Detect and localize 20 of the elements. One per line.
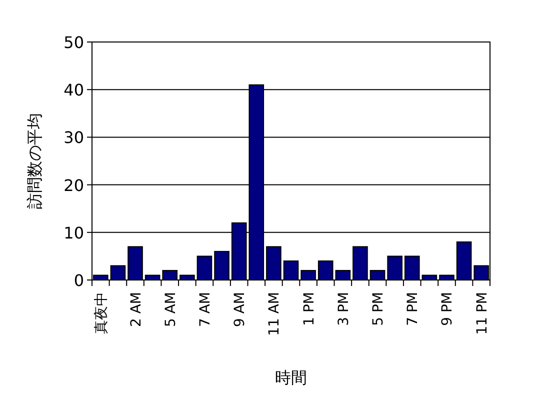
x-tick-label: 7 PM (405, 292, 422, 326)
x-tick-label: 1 PM (301, 292, 318, 326)
x-tick-label: 11 AM (266, 292, 283, 336)
x-axis-title: 時間 (275, 368, 307, 387)
x-tick-label: 11 PM (474, 292, 490, 335)
y-tick-label: 40 (64, 80, 84, 100)
y-tick-label: 50 (64, 33, 84, 52)
y-tick-label: 0 (74, 271, 84, 290)
x-tick-label: 9 AM (232, 292, 248, 328)
y-tick-label: 10 (64, 223, 84, 242)
y-tick-label: 30 (64, 128, 84, 148)
x-tick-label: 7 AM (197, 292, 214, 328)
x-tick-label: 2 AM (128, 292, 144, 328)
x-tick-label: 9 PM (440, 292, 456, 326)
x-tick-label: 5 AM (162, 292, 179, 328)
x-tick-label: 5 PM (370, 292, 387, 326)
y-axis-title: 訪問数の平均 (25, 113, 44, 209)
y-tick-label: 20 (64, 176, 84, 195)
x-tick-label: 真夜中 (94, 292, 110, 334)
x-tick-label: 3 PM (336, 292, 352, 326)
